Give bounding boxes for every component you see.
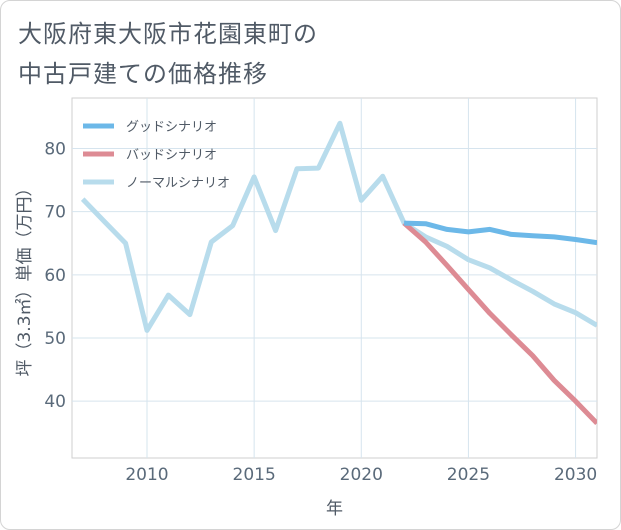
y-tick-label: 50 — [44, 329, 66, 349]
x-tick-label: 2015 — [233, 465, 276, 485]
y-tick-label: 40 — [44, 392, 66, 412]
chart-title-line-2: 中古戸建ての価格推移 — [18, 60, 268, 88]
y-tick-label: 80 — [44, 140, 66, 160]
series-line-2 — [80, 120, 597, 333]
x-tick-label: 2025 — [447, 465, 490, 485]
x-tick-label: 2020 — [340, 465, 383, 485]
y-tick-label: 70 — [44, 203, 66, 223]
x-axis-title: 年 — [326, 499, 343, 519]
plot-area — [71, 97, 598, 459]
x-tick-label: 2010 — [125, 465, 168, 485]
legend-label: グッドシナリオ — [126, 120, 217, 135]
y-axis-title: 坪（3.3㎡）単価（万円） — [15, 179, 35, 376]
legend-label: バッドシナリオ — [126, 148, 217, 163]
series-line-1 — [402, 221, 597, 426]
legend-label: ノーマルシナリオ — [126, 176, 230, 191]
x-tick-label: 2030 — [554, 465, 597, 485]
series-line-0 — [404, 220, 597, 246]
chart-title-line-1: 大阪府東大阪市花園東町の — [18, 20, 318, 48]
y-tick-label: 60 — [44, 266, 66, 286]
